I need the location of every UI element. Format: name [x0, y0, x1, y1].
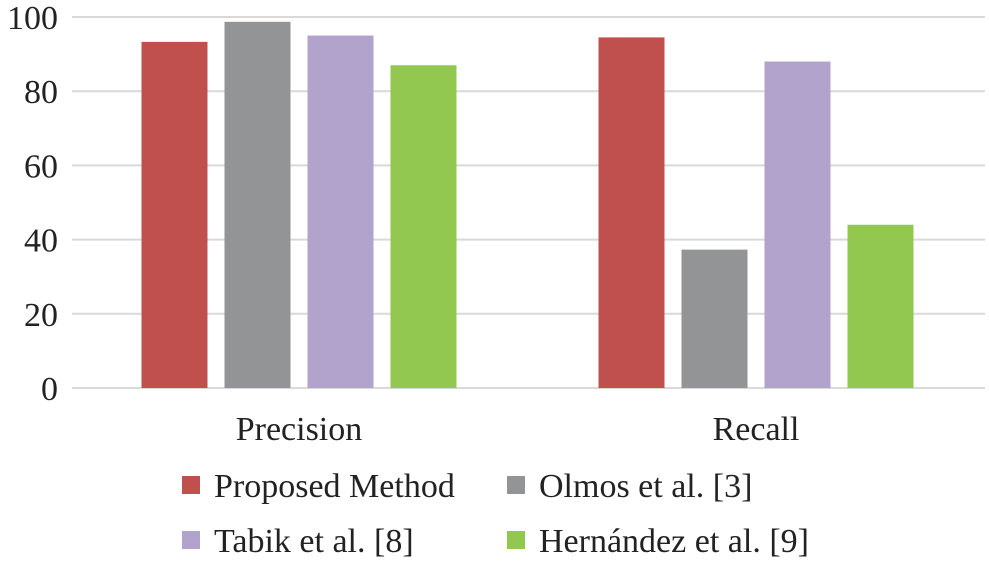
- bar-tabik-et-al-8-recall: [764, 61, 831, 389]
- legend-label: Proposed Method: [214, 468, 455, 505]
- bar-hern-ndez-et-al-9-precision: [390, 65, 457, 388]
- category-label: Recall: [713, 411, 800, 448]
- legend-swatch: [507, 531, 525, 549]
- legend: Proposed Method Olmos et al. [3] Tabik et …: [182, 468, 809, 560]
- x-axis-categories: Precision Recall: [236, 411, 800, 448]
- y-tick-label: 100: [7, 0, 58, 37]
- bar-olmos-et-al-3-recall: [681, 249, 748, 388]
- legend-swatch: [507, 476, 525, 494]
- bar-tabik-et-al-8-precision: [307, 35, 374, 389]
- y-tick-label: 80: [24, 74, 58, 111]
- legend-swatch: [182, 531, 200, 549]
- y-tick-label: 20: [24, 297, 58, 334]
- bar-olmos-et-al-3-precision: [224, 21, 291, 389]
- bar-hern-ndez-et-al-9-recall: [847, 224, 914, 388]
- gridlines: [72, 16, 985, 389]
- y-axis-ticks: 0 20 40 60 80 100: [7, 0, 58, 408]
- y-tick-label: 0: [41, 371, 58, 408]
- category-label: Precision: [236, 411, 363, 448]
- bars: [141, 21, 914, 389]
- legend-label: Tabik et al. [8]: [214, 523, 414, 560]
- y-tick-label: 60: [24, 148, 58, 185]
- bar-proposed-method-precision: [141, 41, 208, 389]
- legend-label: Hernández et al. [9]: [539, 523, 809, 560]
- bar-proposed-method-recall: [598, 37, 665, 388]
- y-tick-label: 40: [24, 223, 58, 260]
- legend-label: Olmos et al. [3]: [539, 468, 752, 505]
- legend-swatch: [182, 476, 200, 494]
